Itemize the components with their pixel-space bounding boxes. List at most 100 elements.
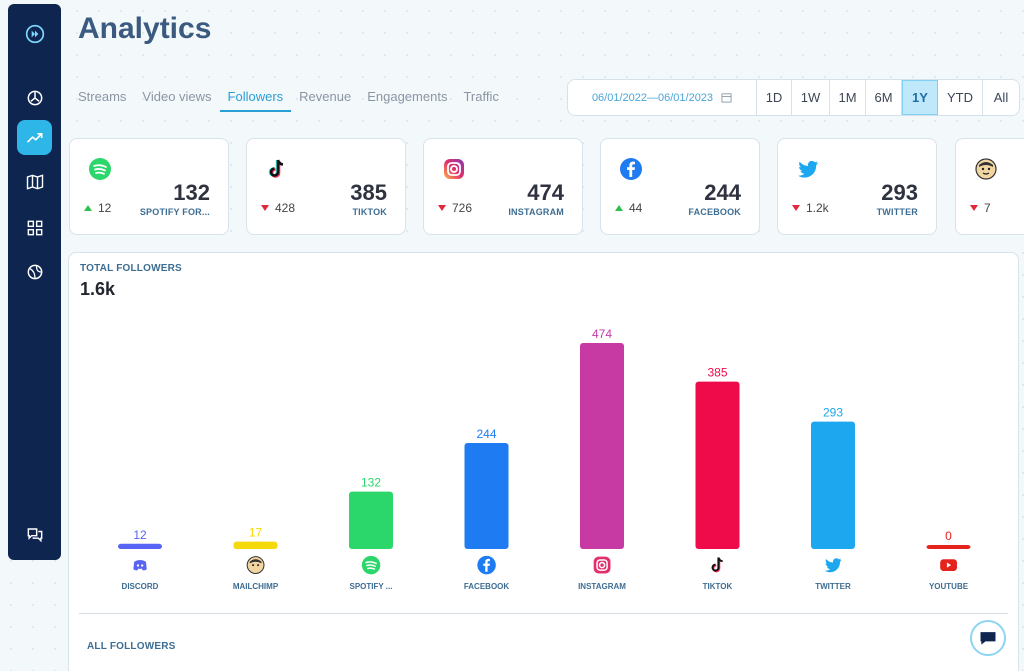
category-label-mailchimp: MAILCHIMP	[233, 582, 279, 591]
stat-card-spotify[interactable]: 12 132 SPOTIFY FOR...	[69, 138, 229, 235]
date-range-text: 06/01/2022—06/01/2023	[591, 91, 714, 104]
bar-mailchimp[interactable]	[233, 541, 278, 549]
spotify-icon	[361, 555, 381, 575]
category-label-facebook: FACEBOOK	[464, 582, 510, 591]
card-delta: 1.2k	[806, 201, 829, 215]
period-1w[interactable]: 1W	[792, 80, 830, 115]
card-label: TIKTOK	[352, 207, 387, 217]
stat-card-instagram[interactable]: 726 474 INSTAGRAM	[423, 138, 583, 235]
card-delta: 428	[275, 201, 296, 215]
tab-video-views[interactable]: Video views	[142, 89, 212, 104]
instagram-icon	[593, 556, 611, 574]
category-label-twitter: TWITTER	[815, 582, 851, 591]
card-delta: 12	[98, 201, 112, 215]
data-label-instagram: 474	[592, 327, 612, 341]
chat-icon[interactable]	[17, 516, 52, 551]
stat-card-mailchimp[interactable]: 7	[955, 138, 1024, 235]
period-all[interactable]: All	[993, 90, 1009, 105]
instagram-icon	[444, 159, 464, 179]
tiktok-icon	[711, 557, 723, 573]
card-value: 474	[527, 180, 564, 205]
total-followers-panel: TOTAL FOLLOWERS 1.6k 12 DISCORD 17 MAILCHIM…	[68, 252, 1019, 671]
data-label-spotify: 132	[361, 476, 381, 490]
dashboard-icon[interactable]	[17, 80, 52, 115]
category-label-instagram: INSTAGRAM	[578, 582, 626, 591]
sidebar	[8, 4, 61, 560]
period-1y[interactable]: 1Y	[902, 80, 938, 115]
chat-bubble-icon	[980, 632, 996, 645]
card-delta: 7	[984, 201, 991, 215]
data-label-discord: 12	[133, 528, 147, 542]
data-label-youtube: 0	[945, 529, 952, 543]
card-value: 244	[704, 180, 741, 205]
data-label-mailchimp: 17	[249, 526, 263, 540]
tab-traffic[interactable]: Traffic	[463, 89, 499, 104]
stat-card-tiktok[interactable]: 428 385 TIKTOK	[246, 138, 406, 235]
facebook-icon	[477, 555, 496, 575]
panel-title: TOTAL FOLLOWERS	[80, 263, 182, 274]
tab-revenue[interactable]: Revenue	[299, 89, 352, 104]
chat-button[interactable]	[970, 620, 1006, 656]
card-value: 132	[173, 180, 210, 205]
card-value: 385	[350, 180, 387, 205]
bar-facebook[interactable]	[464, 442, 509, 549]
mailchimp-icon	[975, 158, 997, 180]
data-label-facebook: 244	[476, 427, 496, 441]
tab-followers[interactable]: Followers	[219, 82, 292, 112]
tab-engagements[interactable]: Engagements	[367, 89, 448, 104]
card-label: SPOTIFY FOR...	[139, 207, 210, 217]
bar-youtube[interactable]	[926, 545, 971, 549]
bar-instagram[interactable]	[580, 343, 624, 549]
bar-twitter[interactable]	[811, 421, 855, 549]
up-arrow-icon	[615, 205, 623, 211]
twitter-icon	[824, 558, 842, 573]
stat-card-twitter[interactable]: 1.2k 293 TWITTER	[777, 138, 937, 235]
down-arrow-icon	[261, 205, 269, 211]
bar-spotify[interactable]	[349, 491, 393, 549]
data-label-tiktok: 385	[707, 366, 727, 380]
calendar-icon	[721, 93, 732, 103]
page-title: Analytics	[78, 12, 212, 45]
category-label-spotify: SPOTIFY ...	[350, 582, 393, 591]
analytics-icon[interactable]	[17, 120, 52, 155]
tab-streams[interactable]: Streams	[78, 89, 127, 104]
card-label: FACEBOOK	[688, 207, 741, 217]
bar-tiktok[interactable]	[695, 381, 740, 549]
period-ytd[interactable]: YTD	[938, 80, 983, 115]
down-arrow-icon	[438, 205, 446, 211]
logo-icon[interactable]	[17, 16, 52, 51]
map-icon[interactable]	[17, 164, 52, 199]
spotify-icon	[89, 158, 111, 180]
category-label-tiktok: TIKTOK	[703, 582, 733, 591]
period-1d[interactable]: 1D	[757, 80, 792, 115]
card-delta: 726	[452, 201, 473, 215]
card-label: TWITTER	[876, 207, 918, 217]
category-label-youtube: YOUTUBE	[929, 582, 969, 591]
bar-discord[interactable]	[118, 543, 162, 549]
data-label-twitter: 293	[823, 406, 843, 420]
youtube-icon	[940, 559, 957, 571]
down-arrow-icon	[970, 205, 978, 211]
panel-total: 1.6k	[80, 279, 116, 299]
twitter-icon	[798, 160, 818, 178]
globe-icon[interactable]	[17, 254, 52, 289]
discord-icon	[133, 560, 147, 571]
down-arrow-icon	[792, 205, 800, 211]
followers-bar-chart: 12 DISCORD 17 MAILCHIMP 132 SPOTIFY ... 244 FAC…	[118, 327, 971, 591]
period-6m[interactable]: 6M	[866, 80, 902, 115]
tiktok-icon	[268, 159, 284, 178]
category-label-discord: DISCORD	[122, 582, 159, 591]
grid-icon[interactable]	[17, 210, 52, 245]
divider	[79, 613, 1008, 614]
card-delta: 44	[629, 201, 643, 215]
facebook-icon	[620, 158, 642, 180]
up-arrow-icon	[84, 205, 92, 211]
date-range-picker[interactable]: 06/01/2022—06/01/2023	[568, 80, 757, 115]
tab-bar: Streams Video views Followers Revenue En…	[70, 82, 507, 112]
period-1m[interactable]: 1M	[830, 80, 866, 115]
all-followers-heading: ALL FOLLOWERS	[87, 641, 176, 652]
card-label: INSTAGRAM	[508, 207, 564, 217]
card-value: 293	[881, 180, 918, 205]
stat-card-facebook[interactable]: 44 244 FACEBOOK	[600, 138, 760, 235]
mailchimp-icon	[246, 556, 265, 574]
